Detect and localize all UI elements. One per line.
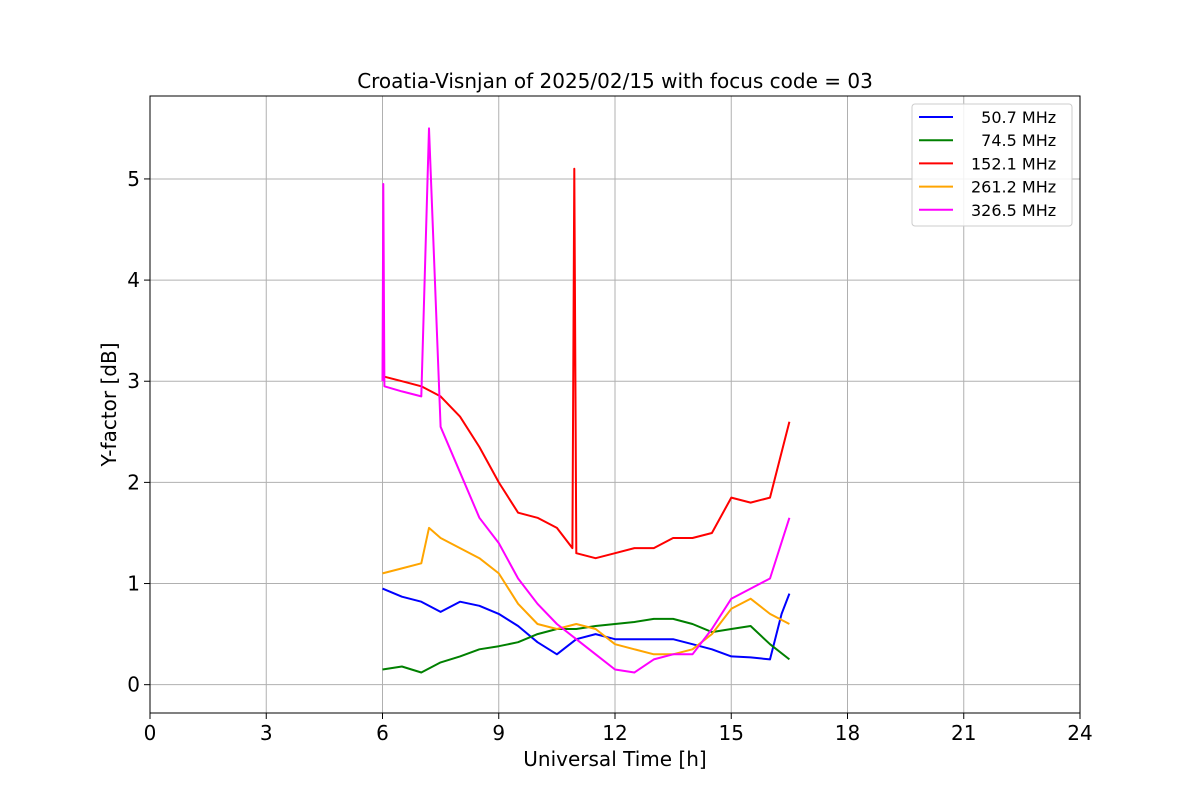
y-tick-label: 0 [127,673,140,697]
legend-entry: 152.1 MHz [971,154,1056,173]
x-tick-label: 6 [376,721,389,745]
legend-entry: 261.2 MHz [971,178,1056,197]
y-axis: 0 1 2 3 4 5 [127,167,150,697]
x-tick-label: 15 [719,721,744,745]
series-line [382,587,791,661]
chart-title: Croatia-Visnjan of 2025/02/15 with focus… [357,69,873,93]
legend-entry: 74.5 MHz [971,131,1056,150]
x-axis: 0 3 6 9 12 15 18 21 24 [144,713,1093,745]
x-tick-label: 0 [144,721,157,745]
legend: 50.7 MHz 74.5 MHz 152.1 MHz 261.2 MHz 326.5… [911,103,1073,227]
x-tick-label: 12 [602,721,627,745]
x-axis-label: Universal Time [h] [523,747,706,771]
legend-box [911,103,1073,227]
x-tick-label: 24 [1067,721,1092,745]
y-tick-label: 5 [127,167,140,191]
y-axis-label: Y-factor [dB] [97,342,121,467]
series-line [382,167,791,560]
series-line [381,127,791,674]
x-tick-label: 18 [835,721,860,745]
grid [149,96,1081,713]
x-tick-label: 21 [951,721,976,745]
y-tick-label: 2 [127,470,140,494]
y-tick-label: 1 [127,572,140,596]
legend-entry: 50.7 MHz [971,108,1056,127]
y-tick-label: 3 [127,369,140,393]
x-tick-label: 3 [260,721,273,745]
x-tick-label: 9 [492,721,505,745]
plot-area [381,127,791,674]
series-line [382,526,790,656]
y-tick-label: 4 [127,268,140,292]
legend-entry: 326.5 MHz [971,201,1056,220]
